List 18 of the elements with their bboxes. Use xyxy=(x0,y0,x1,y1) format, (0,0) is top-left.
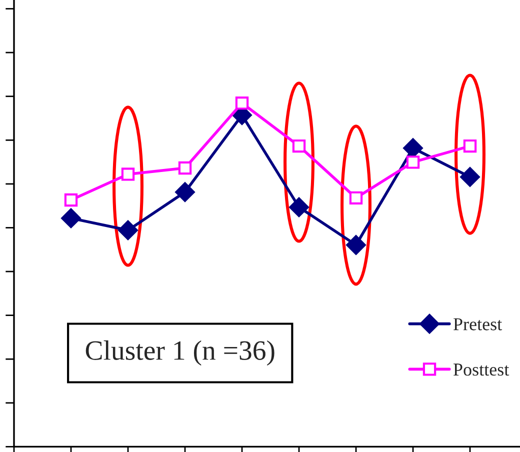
legend-label: Posttest xyxy=(454,364,510,376)
annotation: Cluster 1 (n =36) xyxy=(86,340,274,366)
point xyxy=(463,139,477,153)
point xyxy=(292,139,306,153)
point xyxy=(64,193,78,207)
point xyxy=(346,235,366,255)
legend-label: Pretest xyxy=(454,318,502,330)
point xyxy=(178,161,192,175)
point xyxy=(460,167,480,187)
point xyxy=(121,168,135,181)
point xyxy=(406,156,420,169)
point xyxy=(61,208,81,228)
point xyxy=(403,138,423,158)
point xyxy=(235,96,249,110)
point xyxy=(349,191,363,205)
point xyxy=(289,197,309,218)
point xyxy=(118,220,138,240)
point xyxy=(175,182,195,202)
